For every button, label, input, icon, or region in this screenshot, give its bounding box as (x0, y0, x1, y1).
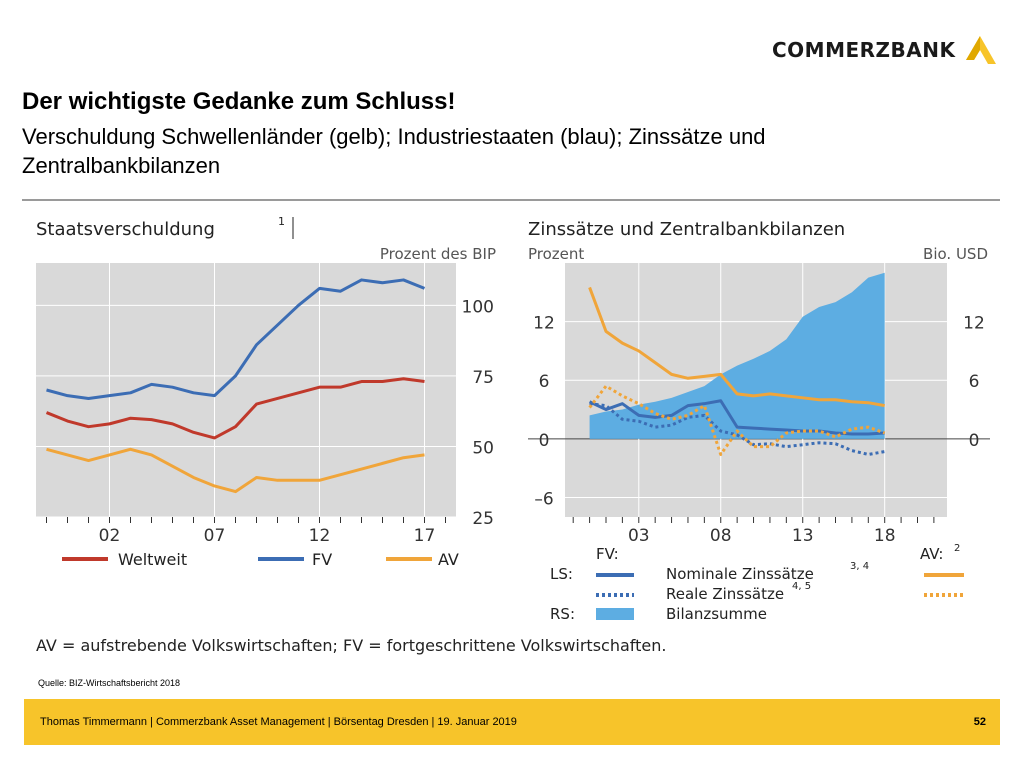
chart2-legend-prefix-rs: RS: (550, 605, 575, 623)
chart2-series (588, 286, 886, 456)
chart2-line-2 (588, 286, 885, 408)
commerzbank-ribbon-icon (965, 36, 996, 64)
page-number: 52 (973, 716, 986, 728)
chart2-title: Zinssätze und Zentralbankbilanzen (528, 219, 845, 240)
chart1-title-superscript: 1 (278, 215, 285, 228)
title-divider (22, 199, 1000, 201)
chart2-legend-header-av: AV: (920, 545, 943, 563)
chart2-xtick-label: 03 (628, 526, 650, 546)
page-title: Der wichtigste Gedanke zum Schluss! (22, 88, 456, 115)
chart1-line-av (46, 447, 425, 494)
chart1-ytick-label: 75 (472, 368, 494, 388)
chart2-ylabel-right: Bio. USD (923, 245, 988, 263)
chart-note: AV = aufstrebende Volkswirtschaften; FV … (36, 636, 666, 655)
chart1-legend-av: AV (438, 550, 459, 569)
chart1-xtick-label: 12 (309, 526, 331, 546)
chart1-ytick-label: 50 (472, 438, 494, 458)
chart1-xtick-label: 02 (99, 526, 121, 546)
chart1-ytick-label: 25 (472, 509, 494, 529)
chart2-ytick-label-right: 0 (969, 431, 980, 451)
chart1-line-fv (46, 278, 426, 400)
charts-figure: Staatsverschuldung 1 Prozent des BIP 25 5… (36, 215, 990, 655)
chart2-ylabel-left: Prozent (528, 245, 584, 263)
chart1-series (45, 278, 426, 494)
chart2-legend-header-av-sup: 2 (954, 543, 960, 554)
chart2-xtick-label: 08 (710, 526, 732, 546)
page-subtitle: Verschuldung Schwellenländer (gelb); Ind… (22, 124, 766, 178)
commerzbank-logo: COMMERZBANK (772, 34, 998, 66)
chart2-legend-real: Reale Zinssätze (666, 585, 784, 603)
chart2-legend-header-fv: FV: (596, 545, 619, 563)
chart2-ytick-label-left: –6 (534, 489, 553, 509)
chart2-line-0 (588, 399, 885, 436)
chart1-xtick-label: 07 (204, 526, 226, 546)
chart1-line-weltweit (45, 377, 425, 440)
footer-bar: Thomas Timmermann | Commerzbank Asset Ma… (24, 699, 1000, 745)
chart2-ytick-label-right: 12 (963, 314, 985, 334)
chart2-ytick-label-left: 0 (539, 431, 550, 451)
chart2-ytick-label-left: 6 (539, 372, 550, 392)
chart2-axis: –6 0 0 6 6 12 12 03 08 13 18 (533, 314, 985, 546)
chart1-xtick-label: 17 (414, 526, 436, 546)
chart1-legend-weltweit: Weltweit (118, 550, 187, 569)
chart2-line-3 (588, 384, 886, 456)
footer-text: Thomas Timmermann | Commerzbank Asset Ma… (40, 716, 517, 728)
chart2-legend-real-sup: 4, 5 (792, 581, 811, 592)
chart2-xtick-label: 13 (792, 526, 814, 546)
chart2-ytick-label-right: 6 (969, 372, 980, 392)
chart2-legend-nominal: Nominale Zinssätze (666, 565, 814, 583)
chart2-legend-prefix-ls: LS: (550, 565, 573, 583)
chart1-axis: 25 50 75 100 02 07 12 17 (46, 297, 494, 546)
chart1-legend-fv: FV (312, 550, 332, 569)
chart2-legend-bilanz: Bilanzsumme (666, 605, 767, 623)
chart2-line-1 (589, 402, 885, 456)
chart1-title: Staatsverschuldung (36, 219, 215, 240)
chart2-xtick-label: 18 (874, 526, 896, 546)
chart2-legend-swatch-bilanz (596, 608, 634, 620)
logo-text: COMMERZBANK (772, 38, 956, 62)
chart2-legend-nominal-sup: 3, 4 (850, 561, 869, 572)
chart1-ylabel: Prozent des BIP (380, 245, 496, 263)
chart1-ytick-label: 100 (462, 297, 494, 317)
chart1-gridlines (36, 263, 456, 518)
source-note: Quelle: BIZ-Wirtschaftsbericht 2018 (38, 678, 181, 688)
chart2-ytick-label-left: 12 (533, 314, 555, 334)
chart1-plot-area (36, 263, 456, 517)
